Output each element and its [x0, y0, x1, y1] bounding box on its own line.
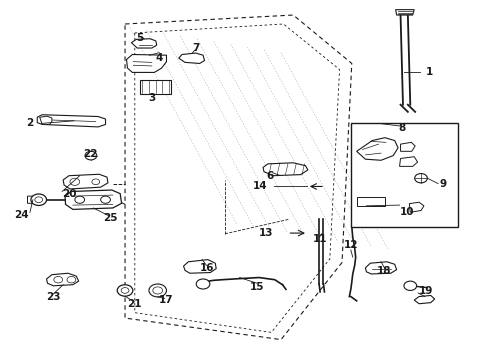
- Circle shape: [75, 196, 84, 203]
- Polygon shape: [63, 174, 108, 189]
- Polygon shape: [178, 53, 204, 63]
- Polygon shape: [395, 10, 413, 15]
- Text: 13: 13: [259, 228, 273, 238]
- Circle shape: [121, 288, 129, 293]
- Text: 7: 7: [192, 44, 199, 53]
- Text: 22: 22: [83, 149, 98, 159]
- Circle shape: [101, 196, 110, 203]
- Polygon shape: [263, 163, 307, 176]
- Circle shape: [149, 284, 166, 297]
- Text: 15: 15: [249, 282, 264, 292]
- Polygon shape: [40, 116, 52, 125]
- Circle shape: [92, 179, 100, 185]
- Circle shape: [70, 178, 80, 185]
- Text: 16: 16: [199, 263, 214, 273]
- Circle shape: [196, 279, 209, 289]
- Text: 2: 2: [26, 118, 34, 128]
- Polygon shape: [356, 138, 397, 160]
- Circle shape: [117, 285, 133, 296]
- Polygon shape: [183, 260, 216, 273]
- Polygon shape: [37, 115, 105, 127]
- Polygon shape: [46, 273, 79, 286]
- Text: 17: 17: [159, 295, 173, 305]
- Polygon shape: [400, 142, 414, 151]
- Text: 25: 25: [103, 213, 118, 223]
- Circle shape: [35, 197, 42, 203]
- Text: 6: 6: [265, 171, 273, 181]
- Bar: [140, 80, 171, 94]
- Polygon shape: [365, 262, 396, 274]
- Circle shape: [31, 194, 46, 206]
- Text: 21: 21: [127, 300, 142, 310]
- Text: 18: 18: [376, 266, 391, 276]
- Circle shape: [414, 174, 427, 183]
- Polygon shape: [131, 39, 157, 48]
- Text: 12: 12: [343, 240, 357, 250]
- Text: 8: 8: [398, 123, 405, 133]
- Circle shape: [54, 276, 62, 283]
- Bar: [350, 123, 457, 227]
- Text: 4: 4: [155, 53, 163, 63]
- Text: 1: 1: [425, 67, 432, 77]
- Polygon shape: [413, 296, 434, 304]
- Polygon shape: [126, 54, 166, 72]
- Text: 20: 20: [62, 189, 77, 199]
- Text: 23: 23: [46, 292, 61, 302]
- Text: 5: 5: [136, 33, 143, 43]
- Text: 24: 24: [14, 210, 29, 220]
- Polygon shape: [27, 196, 39, 203]
- Circle shape: [67, 276, 76, 283]
- Circle shape: [85, 151, 97, 160]
- Polygon shape: [65, 190, 122, 210]
- Text: 11: 11: [312, 234, 326, 244]
- Circle shape: [153, 287, 162, 294]
- Text: 10: 10: [399, 207, 413, 217]
- Text: 19: 19: [418, 286, 432, 296]
- Text: 14: 14: [253, 181, 267, 192]
- Circle shape: [403, 281, 416, 291]
- Text: 3: 3: [148, 93, 155, 103]
- Polygon shape: [399, 157, 417, 166]
- Polygon shape: [408, 202, 423, 212]
- Bar: [356, 197, 384, 206]
- Text: 9: 9: [439, 179, 446, 189]
